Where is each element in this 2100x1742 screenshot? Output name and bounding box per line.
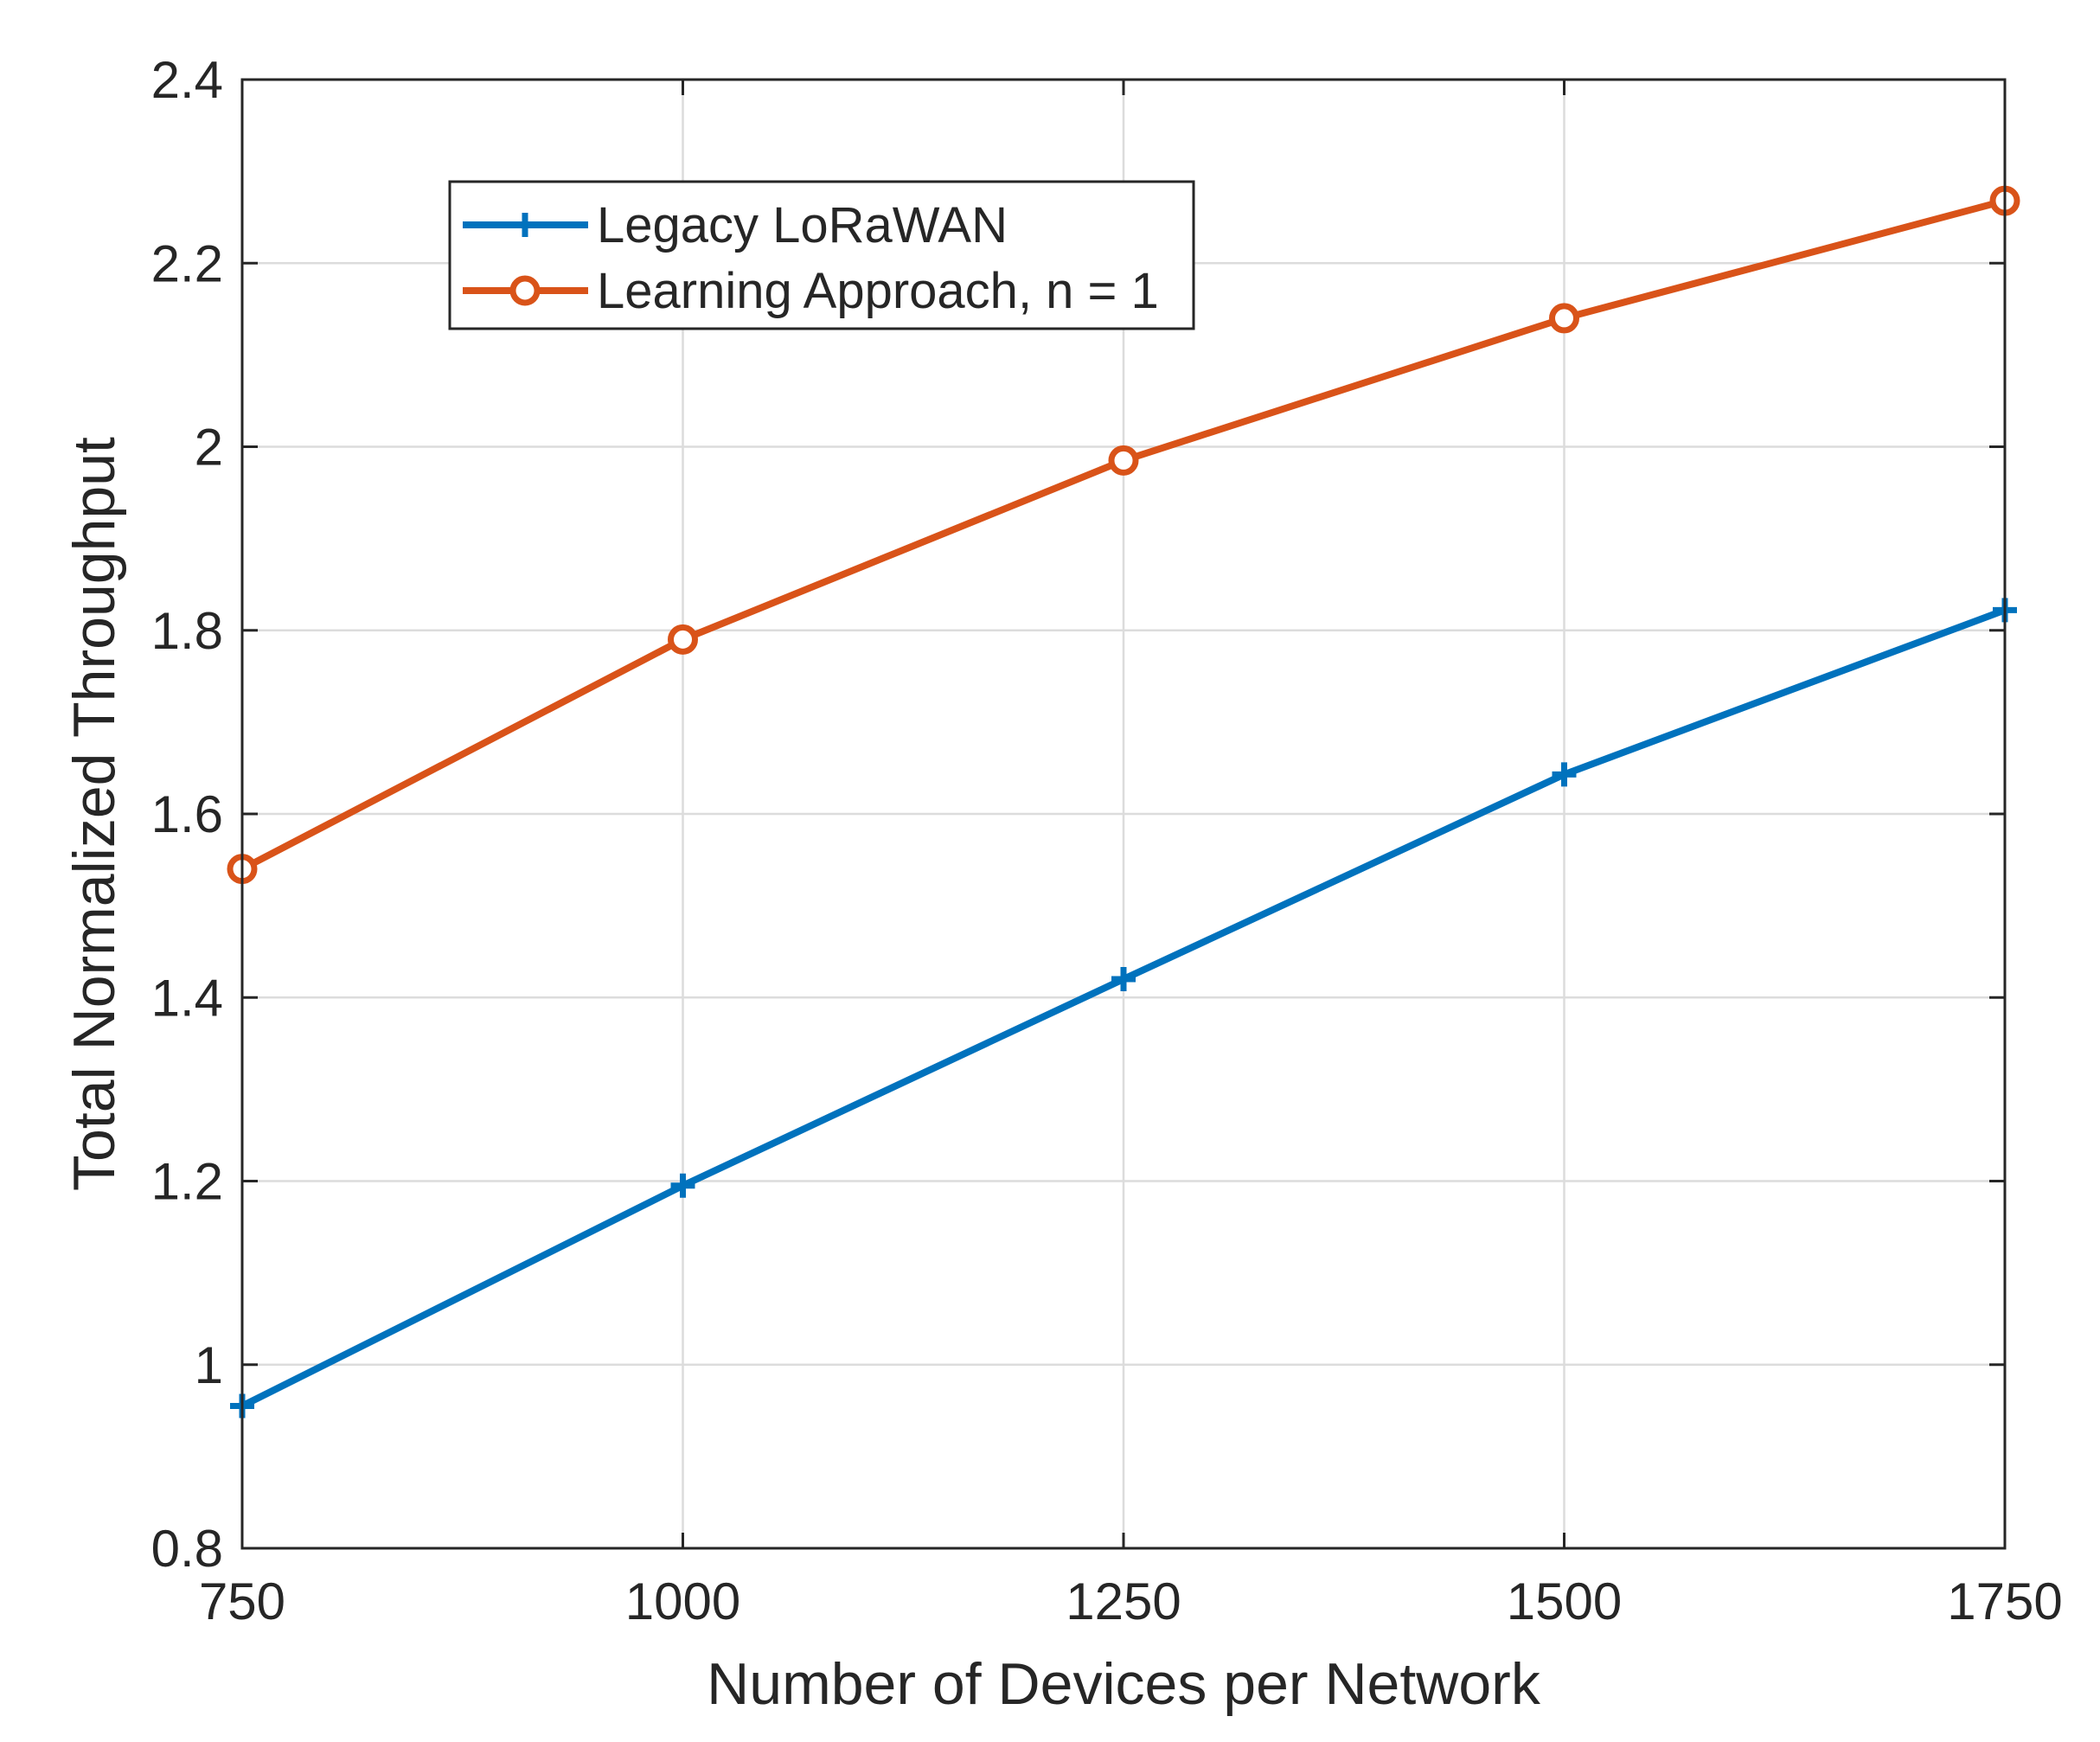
y-axis-label: Total Normalized Throughput	[61, 437, 127, 1191]
y-tick-label: 0.8	[151, 1520, 223, 1578]
y-tick-label: 1.2	[151, 1153, 223, 1211]
data-point	[670, 1173, 695, 1198]
legend-item: Legacy LoRaWAN	[463, 197, 1008, 253]
legend-label: Legacy LoRaWAN	[597, 197, 1008, 253]
y-tick-label: 2.4	[151, 51, 223, 109]
y-tick-label: 1.6	[151, 785, 223, 843]
y-tick-label: 2.2	[151, 234, 223, 292]
legend-item: Learning Approach, n = 1	[463, 263, 1159, 319]
y-tick-label: 2	[195, 419, 223, 477]
data-point	[668, 624, 698, 655]
x-axis-label: Number of Devices per Network	[707, 1651, 1541, 1717]
legend: Legacy LoRaWAN Learning Approach, n = 1	[448, 180, 1195, 330]
data-point	[1111, 967, 1136, 992]
x-tick-label: 750	[199, 1572, 285, 1630]
data-point	[1552, 762, 1577, 787]
x-tick-label: 1750	[1947, 1572, 2062, 1630]
legend-label: Learning Approach, n = 1	[597, 263, 1159, 319]
data-point	[1549, 303, 1579, 334]
legend-marker-icon	[513, 213, 537, 237]
legend-box	[448, 180, 1195, 330]
legend-marker-icon	[509, 275, 541, 306]
data-point	[1108, 445, 1139, 476]
y-tick-label: 1	[195, 1336, 223, 1394]
y-tick-label: 1.4	[151, 969, 223, 1027]
y-tick-label: 1.8	[151, 602, 223, 660]
x-tick-label: 1250	[1066, 1572, 1181, 1630]
x-tick-label: 1000	[625, 1572, 740, 1630]
ticks: 750 1000 1250 1500 1750 0.8 1 1.2 1.4 1.6 1.8 2 2.2 2…	[151, 51, 2063, 1630]
x-tick-label: 1500	[1507, 1572, 1622, 1630]
